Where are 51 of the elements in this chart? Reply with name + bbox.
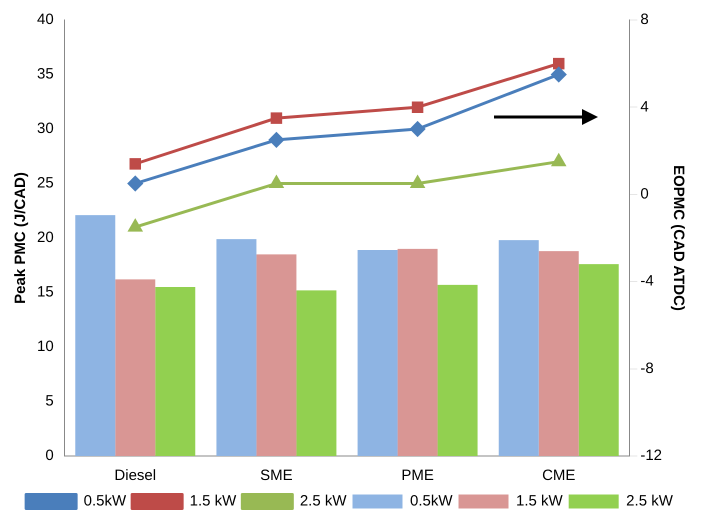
bar (296, 290, 336, 456)
y-tick-label: 0 (45, 447, 54, 464)
legend-label: 0.5kW (84, 492, 127, 510)
y-tick-label: 35 (36, 66, 54, 83)
y2-tick-label: -8 (640, 360, 654, 377)
y-tick-label: 10 (36, 338, 54, 356)
bar (358, 250, 398, 456)
point (552, 154, 566, 166)
bar (115, 279, 156, 456)
bar (538, 251, 579, 456)
y2-tick-label: 0 (640, 186, 649, 203)
point (130, 158, 142, 170)
point (410, 122, 426, 136)
y2-tick-label: 8 (640, 11, 649, 28)
point (268, 132, 284, 148)
point (551, 67, 566, 82)
point (553, 58, 564, 70)
y2-tick-label: -12 (640, 447, 662, 464)
y2-tick-label: -4 (640, 272, 654, 290)
x-tick-label: PME (401, 467, 434, 484)
y-tick-label: 25 (36, 174, 54, 192)
y-tick-label: 20 (36, 229, 54, 246)
x-tick-label: Diesel (114, 467, 156, 484)
legend-label: 2.5 kW (626, 492, 674, 510)
point (410, 176, 424, 188)
bar (256, 254, 296, 456)
y-tick-label: 15 (36, 284, 54, 301)
point (270, 112, 282, 124)
point (128, 220, 142, 232)
y-axis-title: Peak PMC (J/CAD) (12, 172, 30, 304)
bar (498, 240, 539, 456)
y2-axis-title: EOPMC (CAD ATDC) (670, 165, 687, 311)
point (270, 176, 284, 188)
bar (398, 248, 438, 456)
bar (578, 264, 619, 456)
legend-label: 2.5 kW (300, 492, 348, 510)
legend-label: 1.5 kW (190, 492, 238, 510)
y-tick-label: 30 (36, 120, 54, 138)
bar (75, 215, 116, 456)
x-tick-label: CME (542, 467, 576, 484)
legend-label: 1.5 kW (516, 492, 564, 510)
point (412, 101, 424, 113)
bar (438, 284, 478, 456)
bar (216, 239, 256, 456)
y2-tick-label: 4 (640, 98, 649, 116)
x-tick-label: SME (260, 467, 293, 484)
y-tick-label: 5 (45, 392, 54, 410)
bar (155, 287, 196, 456)
y-tick-label: 40 (36, 11, 54, 28)
legend-label: 0.5kW (410, 492, 454, 510)
point (128, 176, 143, 191)
